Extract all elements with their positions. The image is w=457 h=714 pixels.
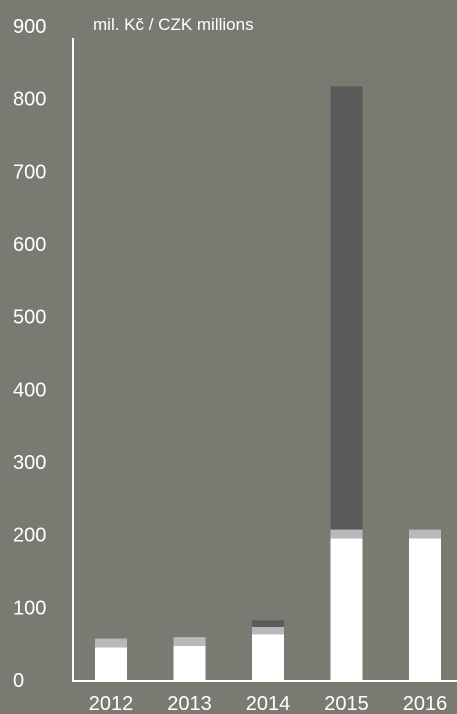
- bar-segment-2013-series-2: [173, 637, 206, 646]
- y-tick-label: 700: [13, 161, 46, 183]
- y-tick-label: 100: [13, 597, 46, 619]
- bar-segment-2015-series-3: [330, 86, 363, 530]
- y-tick-label: 0: [13, 670, 24, 692]
- x-tick-label: 2014: [246, 693, 291, 714]
- y-tick-labels: 0 100 200 300 400 500 600 700 800 900: [13, 16, 46, 692]
- x-tick-label: 2016: [403, 693, 448, 714]
- y-tick-label: 600: [13, 234, 46, 256]
- x-tick-label: 2015: [324, 693, 369, 714]
- bar-segment-2015-series-1: [330, 538, 363, 680]
- bar-segment-2014-series-3: [252, 620, 284, 627]
- bar-segment-2014-series-2: [252, 626, 284, 635]
- x-tick-labels: 2012 2013 2014 2015 2016: [89, 693, 448, 714]
- bar-segment-2016-series-2: [409, 529, 441, 539]
- bar-segment-2014-series-1: [252, 634, 284, 680]
- y-tick-label: 200: [13, 525, 46, 547]
- bar-segment-2013-series-1: [173, 645, 206, 680]
- bar-segment-2015-series-2: [330, 529, 363, 539]
- y-tick-label: 800: [13, 89, 46, 111]
- x-tick-label: 2013: [167, 693, 212, 714]
- bar-segment-2012-series-1: [95, 647, 127, 680]
- bar-segment-2016-series-1: [409, 538, 441, 680]
- x-tick-label: 2012: [89, 693, 134, 714]
- bar-segment-2012-series-2: [95, 638, 127, 648]
- y-tick-label: 900: [13, 16, 46, 38]
- unit-label: mil. Kč / CZK millions: [93, 15, 254, 34]
- y-tick-label: 300: [13, 452, 46, 474]
- y-tick-label: 400: [13, 379, 46, 401]
- bars: [95, 86, 441, 680]
- y-tick-label: 500: [13, 307, 46, 329]
